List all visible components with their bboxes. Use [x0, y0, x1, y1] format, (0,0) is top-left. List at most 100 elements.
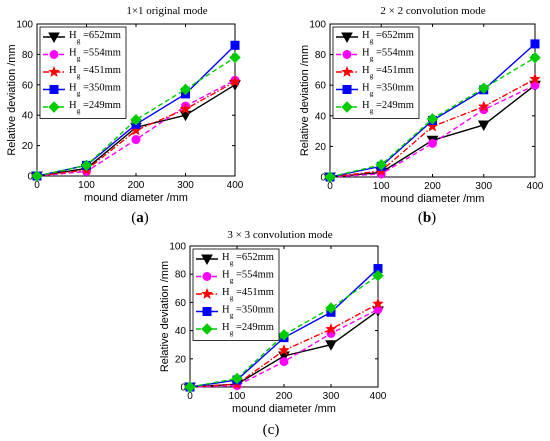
- legend-entry: Hg =554mm: [43, 48, 121, 63]
- chart-title: 1×1 original mode: [126, 5, 207, 17]
- panel-caption: (c): [263, 422, 280, 438]
- y-tick-label: 20: [22, 141, 34, 152]
- legend-label: Hg =451mm: [69, 65, 121, 80]
- legend: Hg =652mm Hg =554mm Hg =451mm Hg =350mm Hg =…: [192, 248, 280, 341]
- x-tick-label: 300: [177, 180, 194, 191]
- legend-entry: Hg =652mm: [336, 30, 414, 45]
- data-point: [375, 159, 387, 171]
- series-4: [324, 51, 541, 183]
- y-tick-label: 80: [315, 50, 327, 61]
- x-tick-label: 200: [128, 180, 145, 191]
- y-tick-label: 20: [315, 142, 327, 153]
- legend: Hg =652mm Hg =554mm Hg =451mm Hg =350mm Hg =…: [332, 26, 420, 119]
- y-tick-label: 60: [22, 80, 34, 91]
- legend-entry: Hg =350mm: [196, 305, 274, 320]
- data-point: [184, 381, 196, 393]
- data-point: [372, 269, 384, 282]
- panel-caption: (a): [131, 210, 149, 226]
- legend-entry: Hg =451mm: [336, 65, 414, 80]
- legend-marker: [341, 101, 353, 113]
- y-tick-label: 60: [315, 81, 327, 92]
- legend-entry: Hg =554mm: [336, 48, 414, 63]
- data-point: [325, 322, 337, 335]
- data-point: [229, 51, 241, 64]
- legend-entry: Hg =652mm: [43, 30, 121, 45]
- series-4: [31, 51, 241, 182]
- legend-label: Hg =249mm: [222, 322, 274, 337]
- legend-label: Hg =350mm: [362, 83, 414, 98]
- x-tick-label: 100: [229, 391, 246, 402]
- series-line: [36, 56, 236, 177]
- y-tick-label: 80: [22, 50, 34, 61]
- legend-label: Hg =554mm: [362, 48, 414, 63]
- y-axis-label: Relative deviation /mm: [6, 44, 18, 155]
- x-tick-label: 400: [227, 180, 244, 191]
- data-point: [31, 170, 43, 182]
- legend-marker: [341, 32, 353, 44]
- legend-marker: [341, 65, 353, 78]
- legend-marker: [49, 85, 59, 94]
- data-point: [279, 357, 289, 367]
- x-axis-label: mound diameter /mm: [381, 193, 485, 205]
- x-axis-label: mound diameter /mm: [232, 403, 336, 415]
- legend-marker: [48, 101, 60, 113]
- x-tick-label: 400: [527, 181, 544, 192]
- data-point: [278, 344, 290, 356]
- y-tick-label: 0: [180, 383, 186, 394]
- legend-label: Hg =652mm: [362, 30, 414, 45]
- legend-entry: Hg =249mm: [43, 100, 121, 115]
- series-line: [36, 81, 236, 177]
- legend-label: Hg =451mm: [362, 65, 414, 80]
- y-tick-label: 40: [175, 326, 187, 337]
- data-point: [278, 329, 290, 341]
- legend-entry: Hg =652mm: [196, 252, 274, 267]
- y-tick-label: 100: [16, 20, 33, 31]
- data-point: [530, 39, 540, 49]
- y-tick-label: 100: [169, 242, 186, 253]
- y-axis-label: Relative deviation /mm: [299, 45, 311, 156]
- series-line: [329, 84, 536, 178]
- x-tick-label: 300: [475, 181, 492, 192]
- y-tick-label: 80: [175, 270, 187, 281]
- x-tick-label: 200: [276, 391, 293, 402]
- x-tick-label: 400: [370, 391, 387, 402]
- y-tick-label: 60: [175, 298, 187, 309]
- series-line: [189, 275, 379, 388]
- data-point: [230, 40, 240, 50]
- data-point: [529, 72, 541, 85]
- data-point: [229, 75, 241, 87]
- data-point: [372, 297, 384, 309]
- data-point: [325, 302, 337, 314]
- y-tick-label: 40: [22, 111, 34, 122]
- legend-label: Hg =451mm: [222, 287, 274, 302]
- legend-label: Hg =249mm: [362, 100, 414, 115]
- y-tick-label: 40: [315, 111, 327, 122]
- legend-label: Hg =652mm: [222, 252, 274, 267]
- legend-entry: Hg =350mm: [336, 83, 414, 98]
- x-tick-label: 100: [373, 181, 390, 192]
- x-tick-label: 300: [323, 391, 340, 402]
- chart-panel-a: 1×1 original mode 0 100 200 300 400 0 20 40 60 80 1…: [6, 5, 244, 226]
- chart-title: 3 × 3 convolution mode: [227, 229, 332, 241]
- data-point: [529, 51, 541, 64]
- legend-marker: [48, 65, 60, 78]
- legend-marker: [202, 272, 212, 281]
- legend-label: Hg =249mm: [69, 100, 121, 115]
- data-point: [325, 340, 337, 351]
- data-point: [131, 135, 141, 145]
- x-axis-label: mound diameter /mm: [84, 192, 188, 204]
- legend-entry: Hg =350mm: [43, 83, 121, 98]
- data-point: [428, 138, 437, 148]
- legend-entry: Hg =249mm: [336, 100, 414, 115]
- data-point: [179, 83, 192, 96]
- legend-label: Hg =652mm: [69, 30, 121, 45]
- x-tick-label: 200: [424, 181, 441, 192]
- legend-label: Hg =554mm: [69, 48, 121, 63]
- legend-marker: [201, 254, 213, 266]
- panel-caption: (b): [418, 210, 436, 226]
- chart-panel-b: 2 × 2 convolution mode 0 100 200 300 400 0 20 40…: [299, 5, 544, 226]
- legend-label: Hg =350mm: [222, 305, 274, 320]
- legend-marker: [342, 50, 352, 59]
- x-tick-label: 0: [34, 180, 40, 191]
- data-point: [231, 372, 243, 385]
